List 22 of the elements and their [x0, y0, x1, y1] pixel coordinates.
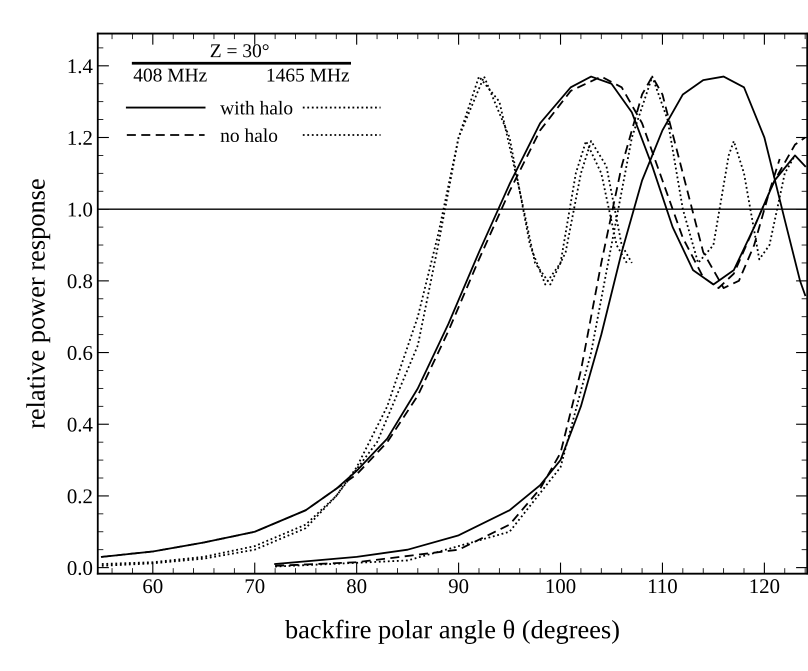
- x-tick-label: 100: [546, 579, 576, 594]
- y-tick-label: 0.4: [68, 418, 93, 432]
- y-tick-label: 0.6: [68, 346, 92, 360]
- x-tick-label: 60: [143, 579, 162, 594]
- x-tick-label: 90: [448, 579, 468, 594]
- legend-label: no halo: [220, 128, 278, 142]
- y-tick-label: 0.2: [68, 489, 92, 504]
- x-tick-label: 80: [347, 579, 366, 594]
- x-tick-label: 110: [649, 579, 677, 594]
- x-tick-label: 120: [750, 579, 780, 594]
- legend-title: Z = 30°: [210, 44, 269, 58]
- annotation: 1465 MHz: [268, 68, 350, 82]
- annotation: 408 MHz: [134, 68, 207, 82]
- y-tick-label: 1.2: [68, 130, 92, 146]
- y-axis-title: relative power response: [26, 179, 50, 428]
- x-tick-label: 70: [246, 579, 264, 594]
- x-axis-title: backfire polar angle θ (degrees): [284, 620, 619, 644]
- y-tick-label: 0.8: [68, 274, 92, 288]
- y-tick-label: 0.0: [68, 560, 92, 576]
- legend-label: with halo: [220, 100, 292, 115]
- y-tick-label: 1.0: [68, 202, 92, 217]
- y-tick-label: 1.4: [68, 59, 93, 74]
